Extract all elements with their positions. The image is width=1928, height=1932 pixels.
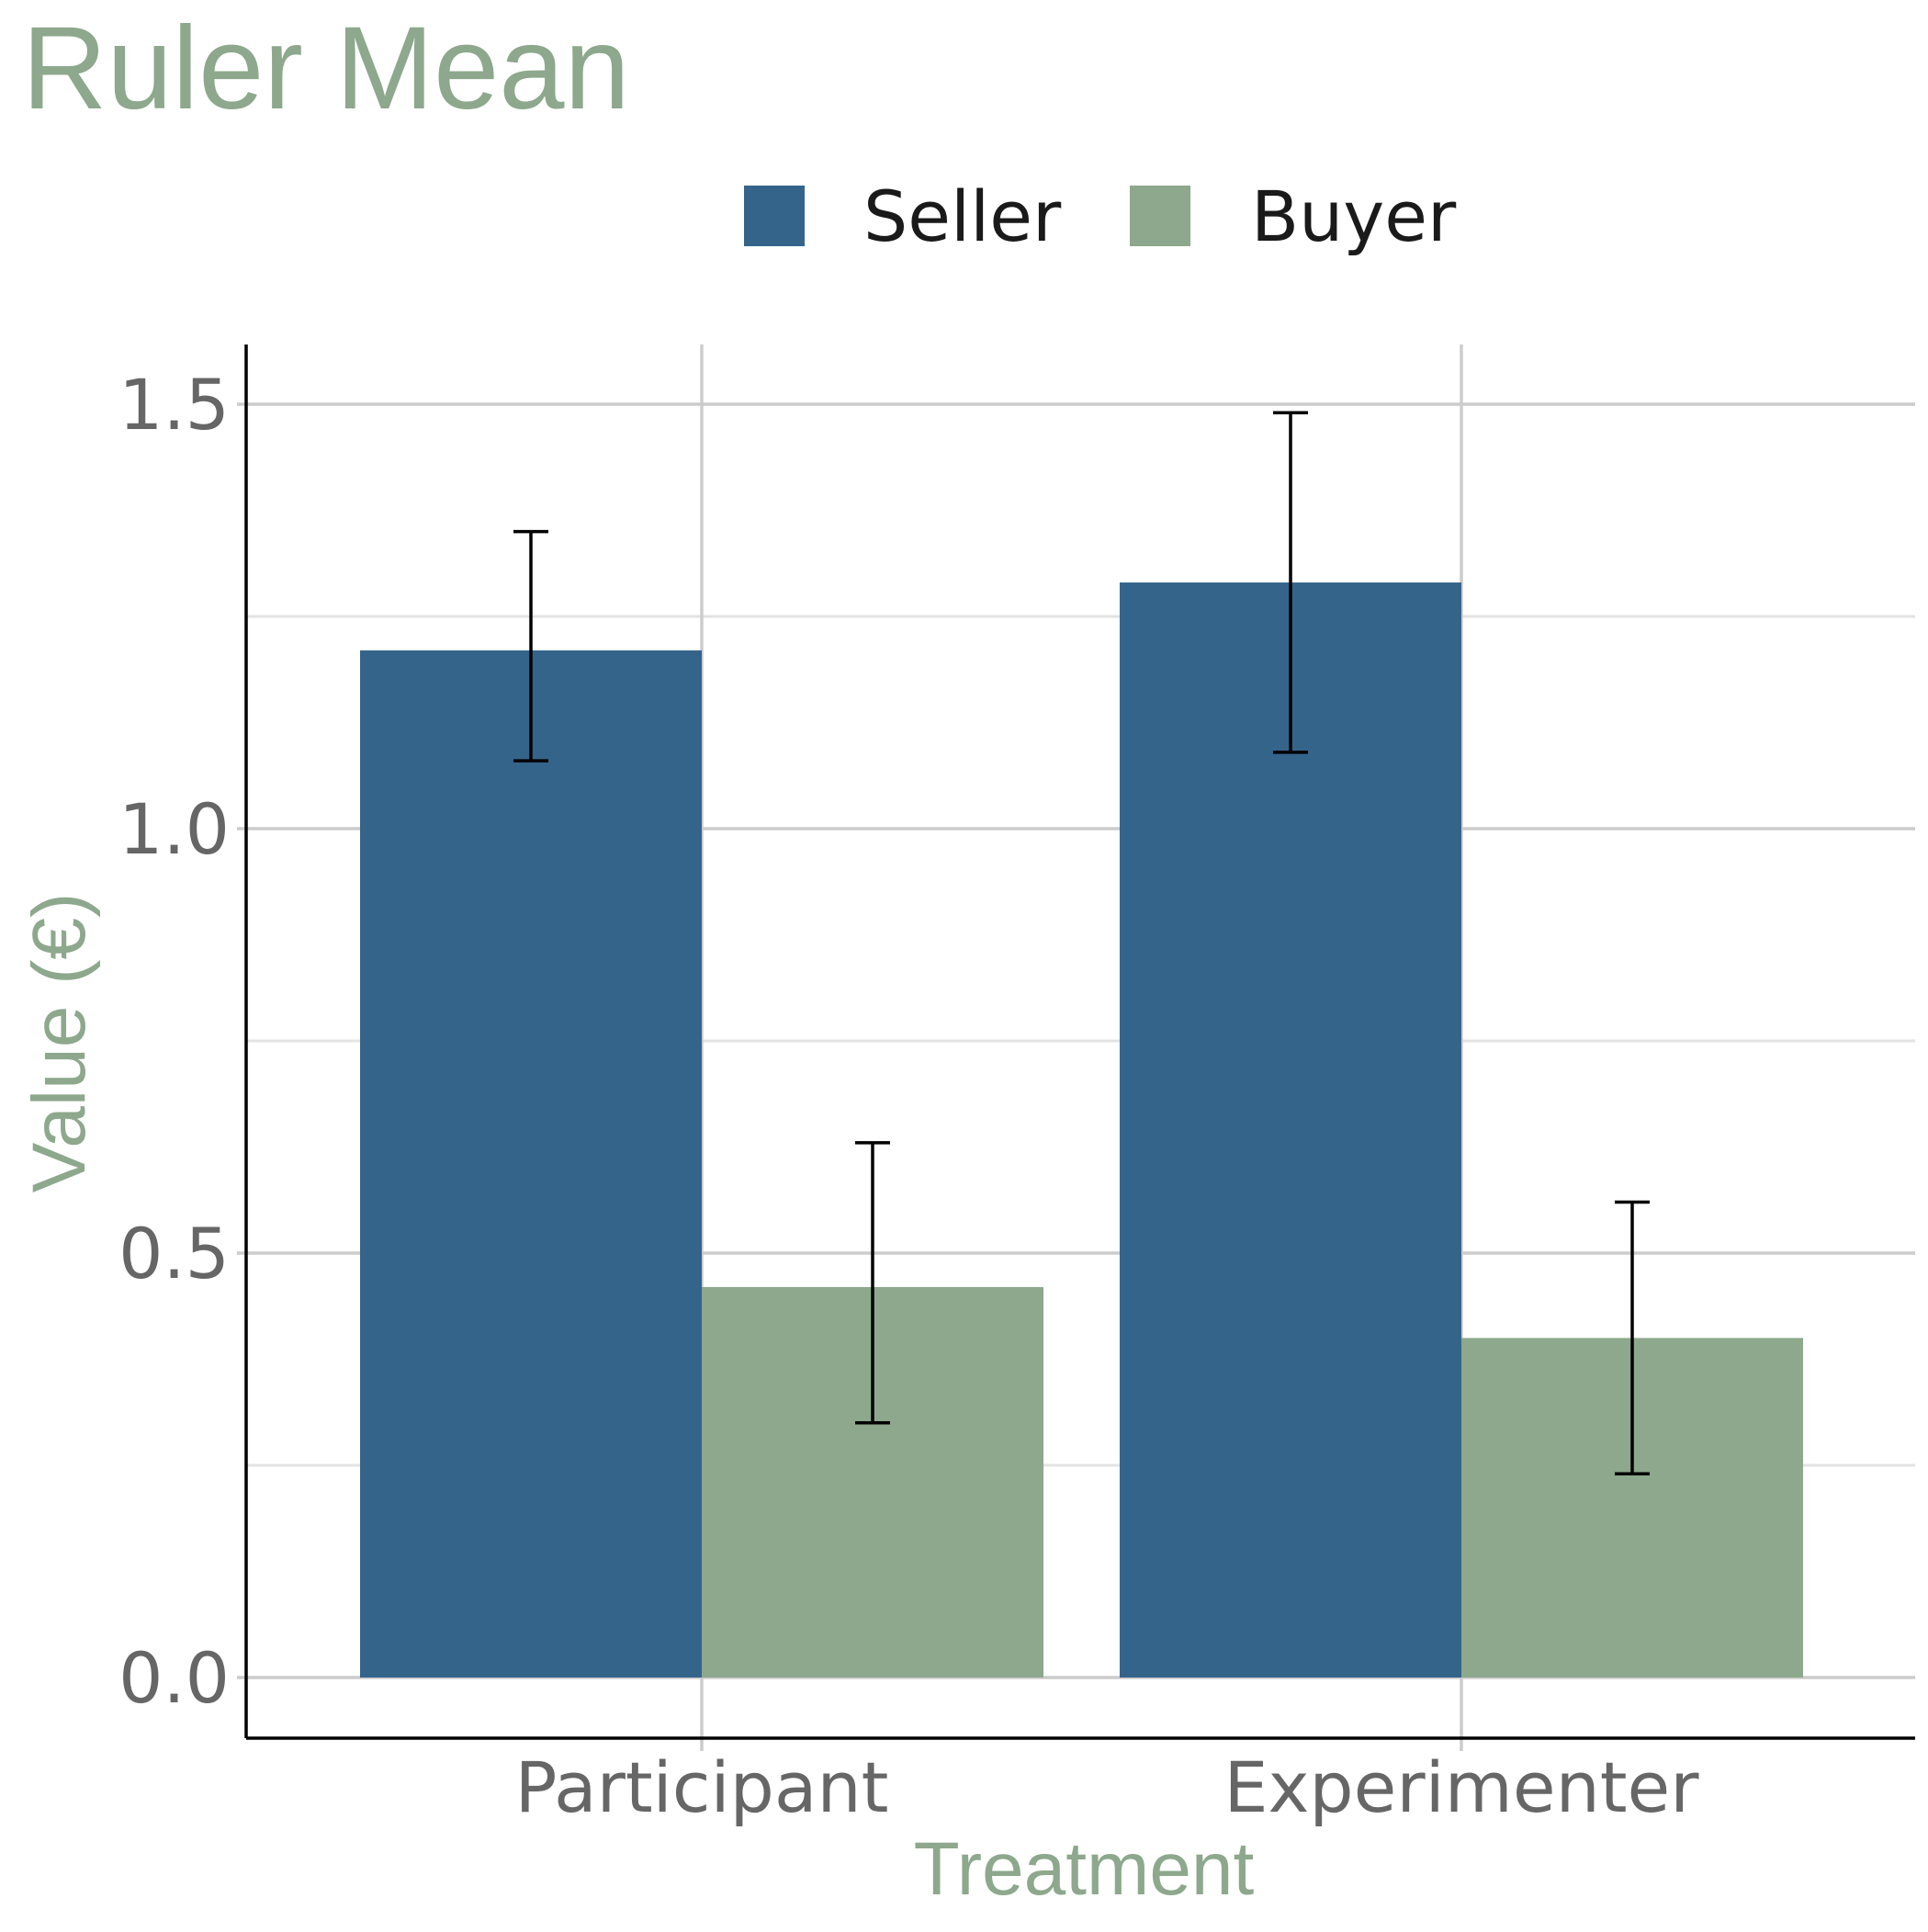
y-tick-label: 1.0 [118,788,230,870]
bar-seller-participant [360,650,702,1678]
chart-title: Ruler Mean [22,3,630,134]
y-tick-label: 1.5 [118,364,230,446]
axes [244,345,1915,1740]
bar-seller-experimenter [1120,582,1461,1678]
legend-label-seller: Seller [863,175,1062,257]
error-bars [513,411,1650,1475]
bars [360,582,1803,1678]
x-tick-label: Experimenter [1223,1746,1699,1828]
x-axis-title: Treatment [914,1827,1255,1911]
legend-swatch-seller [744,186,805,246]
y-axis-title: Value (€) [17,893,101,1193]
y-tick-label: 0.5 [118,1213,230,1294]
tick-labels: 0.0 0.5 1.0 1.5 Participant Experimenter [118,364,1699,1828]
x-tick-label: Participant [515,1746,889,1828]
legend: Seller Buyer [744,175,1457,257]
y-tick-label: 0.0 [118,1637,230,1719]
legend-label-buyer: Buyer [1251,175,1457,257]
legend-swatch-buyer [1130,186,1190,246]
